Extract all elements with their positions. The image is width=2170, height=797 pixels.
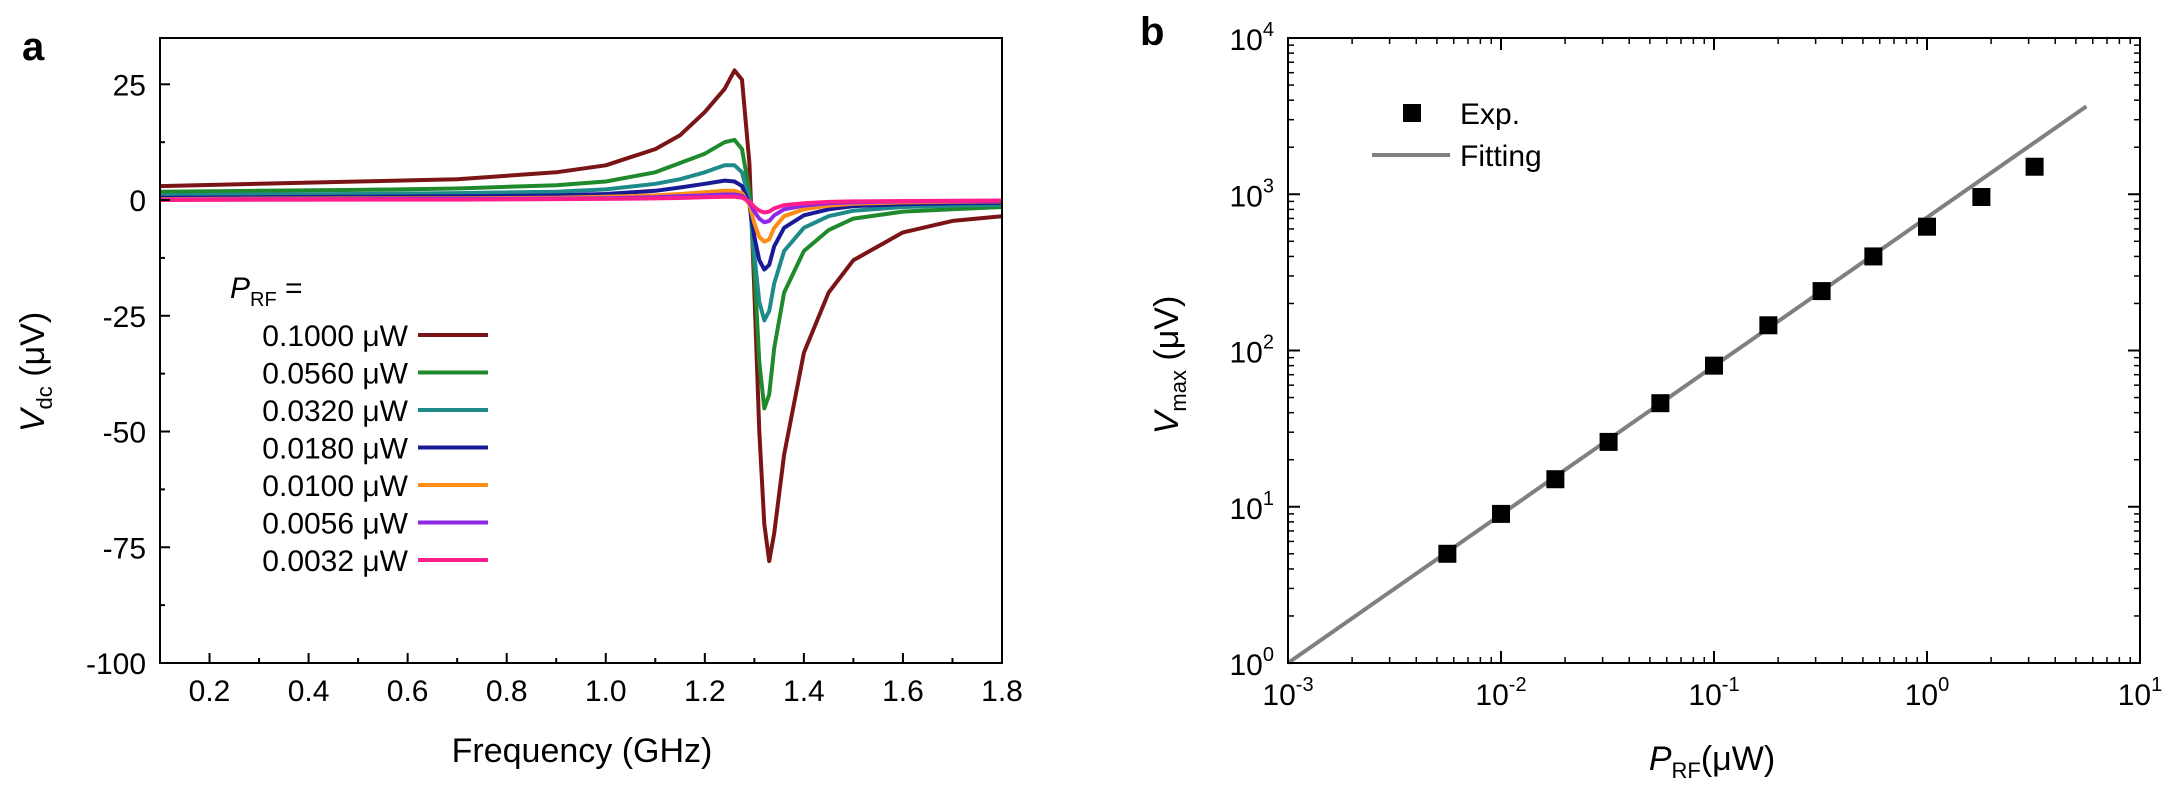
legend-label-0-0320-w: 0.0320 μW — [262, 395, 408, 428]
panel-b-plot — [1286, 104, 2088, 665]
y-tick-label: 104 — [1230, 19, 1275, 57]
x-tick-label: 1.4 — [783, 675, 825, 708]
y-tick-label: 102 — [1230, 332, 1275, 370]
legend-header-equals: = — [277, 272, 303, 305]
exp-data-point — [1546, 470, 1565, 489]
y-tick-label: 101 — [1230, 488, 1275, 526]
panel-a-x-axis-label: Frequency (GHz) — [452, 732, 713, 770]
panel-a-legend: PRF = 0.1000 μW 0.0560 μW 0.0320 μW 0.0180 … — [230, 272, 488, 578]
legend-label-0-0180-w: 0.0180 μW — [262, 433, 408, 466]
panel-a-y-axis-subscript: dc — [32, 386, 57, 409]
x-tick-label: 10-1 — [1688, 674, 1739, 712]
exp-data-point — [1438, 544, 1457, 563]
panel-b-x-axis-subscript: RF — [1672, 758, 1701, 783]
legend-label-0-0032-w: 0.0032 μW — [262, 545, 408, 578]
legend-swatch-exp — [1403, 104, 1421, 122]
x-tick-label: 101 — [2118, 674, 2163, 712]
panel-b-x-axis-symbol: P — [1649, 740, 1672, 778]
panel-b-y-axis-unit: (μV) — [1148, 296, 1186, 370]
panel-b-y-axis-symbol: V — [1148, 408, 1186, 434]
panel-a: a 0.2 0.4 0.6 0.8 1.0 1.2 1.4 1.6 1.8 25 0 -25 -50 -7… — [14, 25, 1023, 770]
y-tick-label: -25 — [103, 301, 146, 334]
legend-label-exp: Exp. — [1460, 98, 1520, 131]
y-tick-label: -50 — [103, 417, 146, 450]
panel-b-y-axis-subscript: max — [1166, 370, 1191, 412]
legend-header-subscript: RF — [250, 289, 277, 311]
exp-data-point — [1864, 247, 1883, 266]
y-tick-label: -75 — [103, 532, 146, 565]
legend-label-0-1000-w: 0.1000 μW — [262, 320, 408, 353]
exp-data-point — [1759, 316, 1778, 335]
x-tick-label: 10-2 — [1475, 674, 1526, 712]
x-tick-label: 1.8 — [981, 675, 1023, 708]
panel-b: b 10-3 10-2 10-1 100 101 100 101 102 103 104 Exp.… — [1140, 10, 2162, 783]
x-tick-label: 1.0 — [585, 675, 627, 708]
panel-a-frame — [159, 37, 1003, 664]
exp-data-point — [1599, 432, 1618, 451]
panel-b-frame — [1287, 37, 2141, 664]
panel-b-label: b — [1140, 10, 1164, 54]
y-tick-label: 0 — [129, 185, 146, 218]
exp-data-point — [1812, 282, 1831, 301]
x-tick-label: 1.6 — [882, 675, 924, 708]
panel-a-y-axis-symbol: V — [14, 406, 52, 432]
x-tick-label: 0.2 — [189, 675, 231, 708]
panel-b-x-axis-label: PRF(μW) — [1649, 740, 1775, 783]
legend-label-0-0560-w: 0.0560 μW — [262, 358, 408, 391]
x-tick-label: 0.8 — [486, 675, 528, 708]
legend-label-0-0056-w: 0.0056 μW — [262, 508, 408, 541]
exp-data-point — [2025, 157, 2044, 176]
legend-label-fitting: Fitting — [1460, 140, 1542, 173]
panel-a-y-axis-label: Vdc (μV) — [14, 312, 57, 432]
legend-header-symbol: P — [230, 272, 250, 305]
panel-a-lines — [159, 68, 1003, 564]
panel-b-legend: Exp. Fitting — [1372, 98, 1542, 173]
panel-b-x-axis-unit: (μW) — [1701, 740, 1775, 778]
panel-a-label: a — [22, 25, 45, 69]
x-tick-label: 10-3 — [1262, 674, 1313, 712]
exp-data-point — [1972, 188, 1991, 207]
exp-data-point — [1705, 356, 1723, 375]
series-line-0-1000-w — [159, 68, 1003, 564]
y-tick-label: -100 — [86, 648, 146, 681]
panel-a-ticks: 0.2 0.4 0.6 0.8 1.0 1.2 1.4 1.6 1.8 25 0 -25 -50 -75 -… — [86, 69, 1023, 708]
panel-a-y-axis-unit: (μV) — [14, 312, 52, 386]
x-tick-label: 0.4 — [288, 675, 330, 708]
y-tick-label: 103 — [1230, 175, 1275, 213]
x-tick-label: 0.6 — [387, 675, 429, 708]
x-tick-label: 100 — [1905, 674, 1950, 712]
legend-header: PRF = — [230, 272, 303, 311]
legend-label-0-0100-w: 0.0100 μW — [262, 470, 408, 503]
fitting-line — [1286, 104, 2088, 665]
exp-data-point — [1651, 394, 1670, 413]
x-tick-label: 1.2 — [684, 675, 726, 708]
series-line-0-0560-w — [159, 137, 1003, 411]
series-line-0-0032-w — [159, 194, 1003, 215]
y-tick-label: 100 — [1230, 644, 1275, 682]
panel-b-y-axis-label: Vmax (μV) — [1148, 296, 1191, 435]
y-tick-label: 25 — [113, 69, 146, 102]
exp-data-point — [1492, 504, 1510, 523]
exp-data-point — [1918, 217, 1936, 236]
